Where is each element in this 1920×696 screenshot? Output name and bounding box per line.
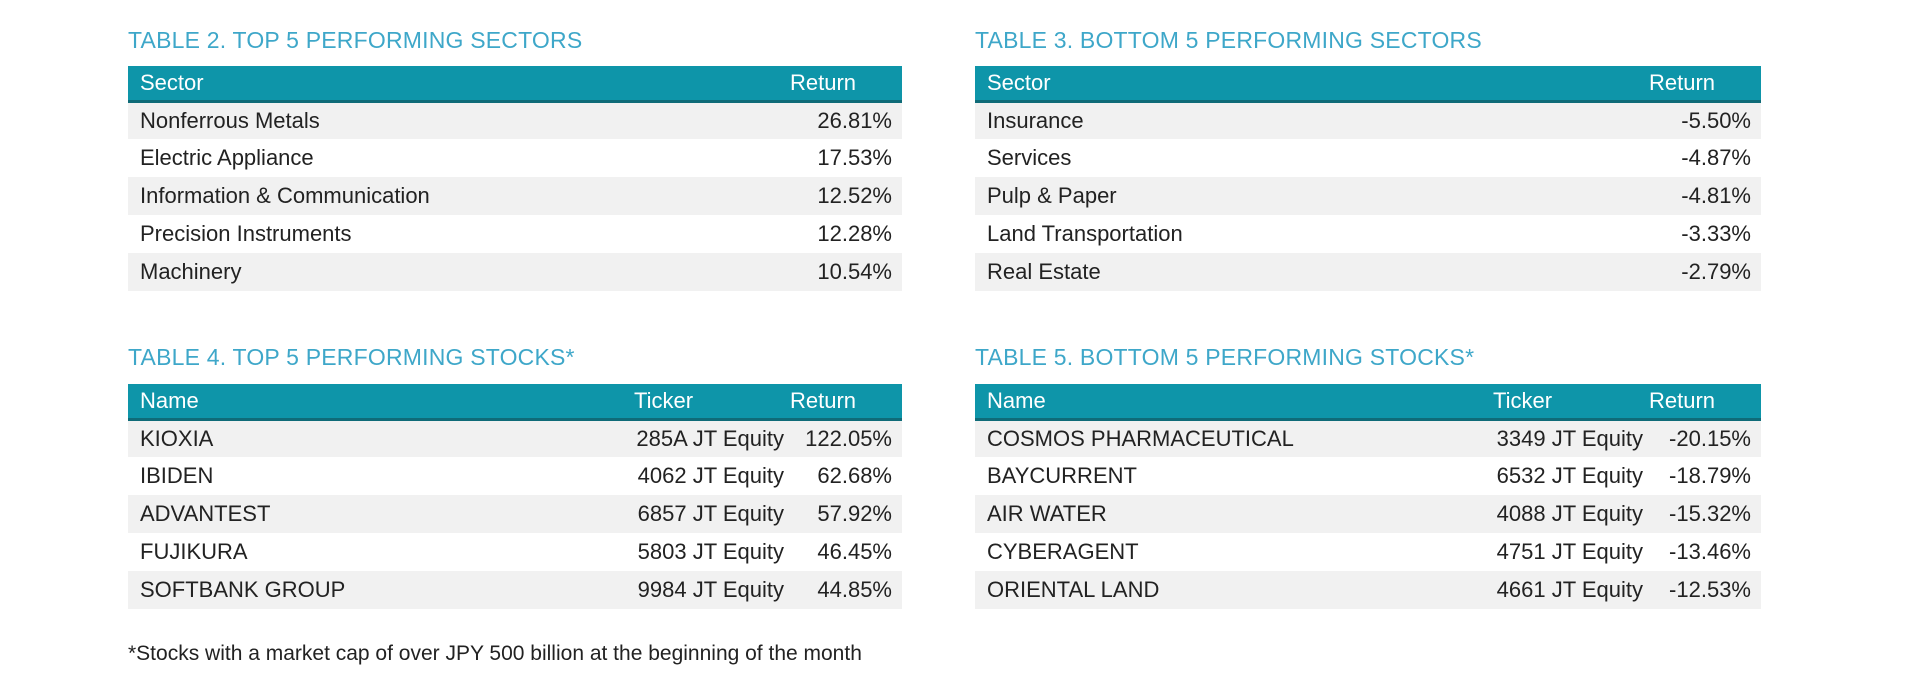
sector-cell: Information & Communication xyxy=(128,177,790,215)
return-cell: -20.15% xyxy=(1649,419,1761,457)
ticker-cell: 6532 JT Equity xyxy=(1479,457,1649,495)
name-cell: ADVANTEST xyxy=(128,495,620,533)
ticker-cell: 4062 JT Equity xyxy=(620,457,790,495)
table-bottom-sectors: Sector Return Insurance -5.50% Services … xyxy=(975,66,1761,291)
column-header-name: Name xyxy=(128,384,620,421)
table-row: COSMOS PHARMACEUTICAL 3349 JT Equity -20… xyxy=(975,419,1761,457)
return-cell: 62.68% xyxy=(790,457,902,495)
ticker-cell: 4751 JT Equity xyxy=(1479,533,1649,571)
return-cell: 57.92% xyxy=(790,495,902,533)
return-cell: 46.45% xyxy=(790,533,902,571)
name-cell: COSMOS PHARMACEUTICAL xyxy=(975,419,1479,457)
sector-cell: Nonferrous Metals xyxy=(128,101,790,139)
return-cell: -4.81% xyxy=(1649,177,1761,215)
sector-cell: Precision Instruments xyxy=(128,215,790,253)
sector-cell: Insurance xyxy=(975,101,1649,139)
column-header-ticker: Ticker xyxy=(1479,384,1649,421)
ticker-cell: 4661 JT Equity xyxy=(1479,571,1649,609)
table-row: BAYCURRENT 6532 JT Equity -18.79% xyxy=(975,457,1761,495)
table-row: Insurance -5.50% xyxy=(975,101,1761,139)
table-row: Nonferrous Metals 26.81% xyxy=(128,101,902,139)
return-cell: -15.32% xyxy=(1649,495,1761,533)
table-row: AIR WATER 4088 JT Equity -15.32% xyxy=(975,495,1761,533)
return-cell: -12.53% xyxy=(1649,571,1761,609)
table2-title: TABLE 2. TOP 5 PERFORMING SECTORS xyxy=(128,27,583,53)
table-row: Land Transportation -3.33% xyxy=(975,215,1761,253)
sector-cell: Services xyxy=(975,139,1649,177)
name-cell: SOFTBANK GROUP xyxy=(128,571,620,609)
ticker-cell: 9984 JT Equity xyxy=(620,571,790,609)
return-cell: 17.53% xyxy=(790,139,902,177)
table-row: Electric Appliance 17.53% xyxy=(128,139,902,177)
table-row: Pulp & Paper -4.81% xyxy=(975,177,1761,215)
table5-title: TABLE 5. BOTTOM 5 PERFORMING STOCKS* xyxy=(975,344,1475,370)
return-cell: 44.85% xyxy=(790,571,902,609)
column-header-ticker: Ticker xyxy=(620,384,790,421)
sector-cell: Electric Appliance xyxy=(128,139,790,177)
sector-cell: Land Transportation xyxy=(975,215,1649,253)
ticker-cell: 285A JT Equity xyxy=(620,419,790,457)
return-cell: -4.87% xyxy=(1649,139,1761,177)
table-bottom-stocks: Name Ticker Return COSMOS PHARMACEUTICAL… xyxy=(975,384,1761,609)
name-cell: KIOXIA xyxy=(128,419,620,457)
ticker-cell: 5803 JT Equity xyxy=(620,533,790,571)
ticker-cell: 3349 JT Equity xyxy=(1479,419,1649,457)
return-cell: 122.05% xyxy=(790,419,902,457)
return-cell: -3.33% xyxy=(1649,215,1761,253)
return-cell: 10.54% xyxy=(790,253,902,291)
right-column: TABLE 3. BOTTOM 5 PERFORMING SECTORS Sec… xyxy=(975,27,1761,609)
return-cell: -2.79% xyxy=(1649,253,1761,291)
sector-cell: Machinery xyxy=(128,253,790,291)
table-row: ORIENTAL LAND 4661 JT Equity -12.53% xyxy=(975,571,1761,609)
sector-cell: Real Estate xyxy=(975,253,1649,291)
table4-title: TABLE 4. TOP 5 PERFORMING STOCKS* xyxy=(128,344,575,370)
table-top-sectors: Sector Return Nonferrous Metals 26.81% E… xyxy=(128,66,902,291)
return-cell: 12.28% xyxy=(790,215,902,253)
table-header-row: Sector Return xyxy=(975,66,1761,103)
name-cell: CYBERAGENT xyxy=(975,533,1479,571)
column-header-return: Return xyxy=(790,384,902,421)
table-row: SOFTBANK GROUP 9984 JT Equity 44.85% xyxy=(128,571,902,609)
name-cell: AIR WATER xyxy=(975,495,1479,533)
column-header-sector: Sector xyxy=(975,66,1649,103)
table-header-row: Sector Return xyxy=(128,66,902,103)
table-top-stocks: Name Ticker Return KIOXIA 285A JT Equity… xyxy=(128,384,902,609)
left-column: TABLE 2. TOP 5 PERFORMING SECTORS Sector… xyxy=(128,27,902,609)
table-row: Machinery 10.54% xyxy=(128,253,902,291)
table-row: IBIDEN 4062 JT Equity 62.68% xyxy=(128,457,902,495)
column-header-return: Return xyxy=(1649,66,1761,103)
name-cell: BAYCURRENT xyxy=(975,457,1479,495)
name-cell: IBIDEN xyxy=(128,457,620,495)
table-header-row: Name Ticker Return xyxy=(975,384,1761,421)
table3-title: TABLE 3. BOTTOM 5 PERFORMING SECTORS xyxy=(975,27,1482,53)
column-header-name: Name xyxy=(975,384,1479,421)
table-row: KIOXIA 285A JT Equity 122.05% xyxy=(128,419,902,457)
ticker-cell: 6857 JT Equity xyxy=(620,495,790,533)
return-cell: -5.50% xyxy=(1649,101,1761,139)
table-row: Services -4.87% xyxy=(975,139,1761,177)
table-row: Precision Instruments 12.28% xyxy=(128,215,902,253)
column-header-sector: Sector xyxy=(128,66,790,103)
table-row: Real Estate -2.79% xyxy=(975,253,1761,291)
return-cell: 12.52% xyxy=(790,177,902,215)
return-cell: 26.81% xyxy=(790,101,902,139)
name-cell: ORIENTAL LAND xyxy=(975,571,1479,609)
table-header-row: Name Ticker Return xyxy=(128,384,902,421)
column-header-return: Return xyxy=(790,66,902,103)
column-header-return: Return xyxy=(1649,384,1761,421)
sector-cell: Pulp & Paper xyxy=(975,177,1649,215)
table-row: FUJIKURA 5803 JT Equity 46.45% xyxy=(128,533,902,571)
table-row: Information & Communication 12.52% xyxy=(128,177,902,215)
name-cell: FUJIKURA xyxy=(128,533,620,571)
return-cell: -13.46% xyxy=(1649,533,1761,571)
table-row: CYBERAGENT 4751 JT Equity -13.46% xyxy=(975,533,1761,571)
table-row: ADVANTEST 6857 JT Equity 57.92% xyxy=(128,495,902,533)
ticker-cell: 4088 JT Equity xyxy=(1479,495,1649,533)
footnote: *Stocks with a market cap of over JPY 50… xyxy=(128,642,862,665)
return-cell: -18.79% xyxy=(1649,457,1761,495)
